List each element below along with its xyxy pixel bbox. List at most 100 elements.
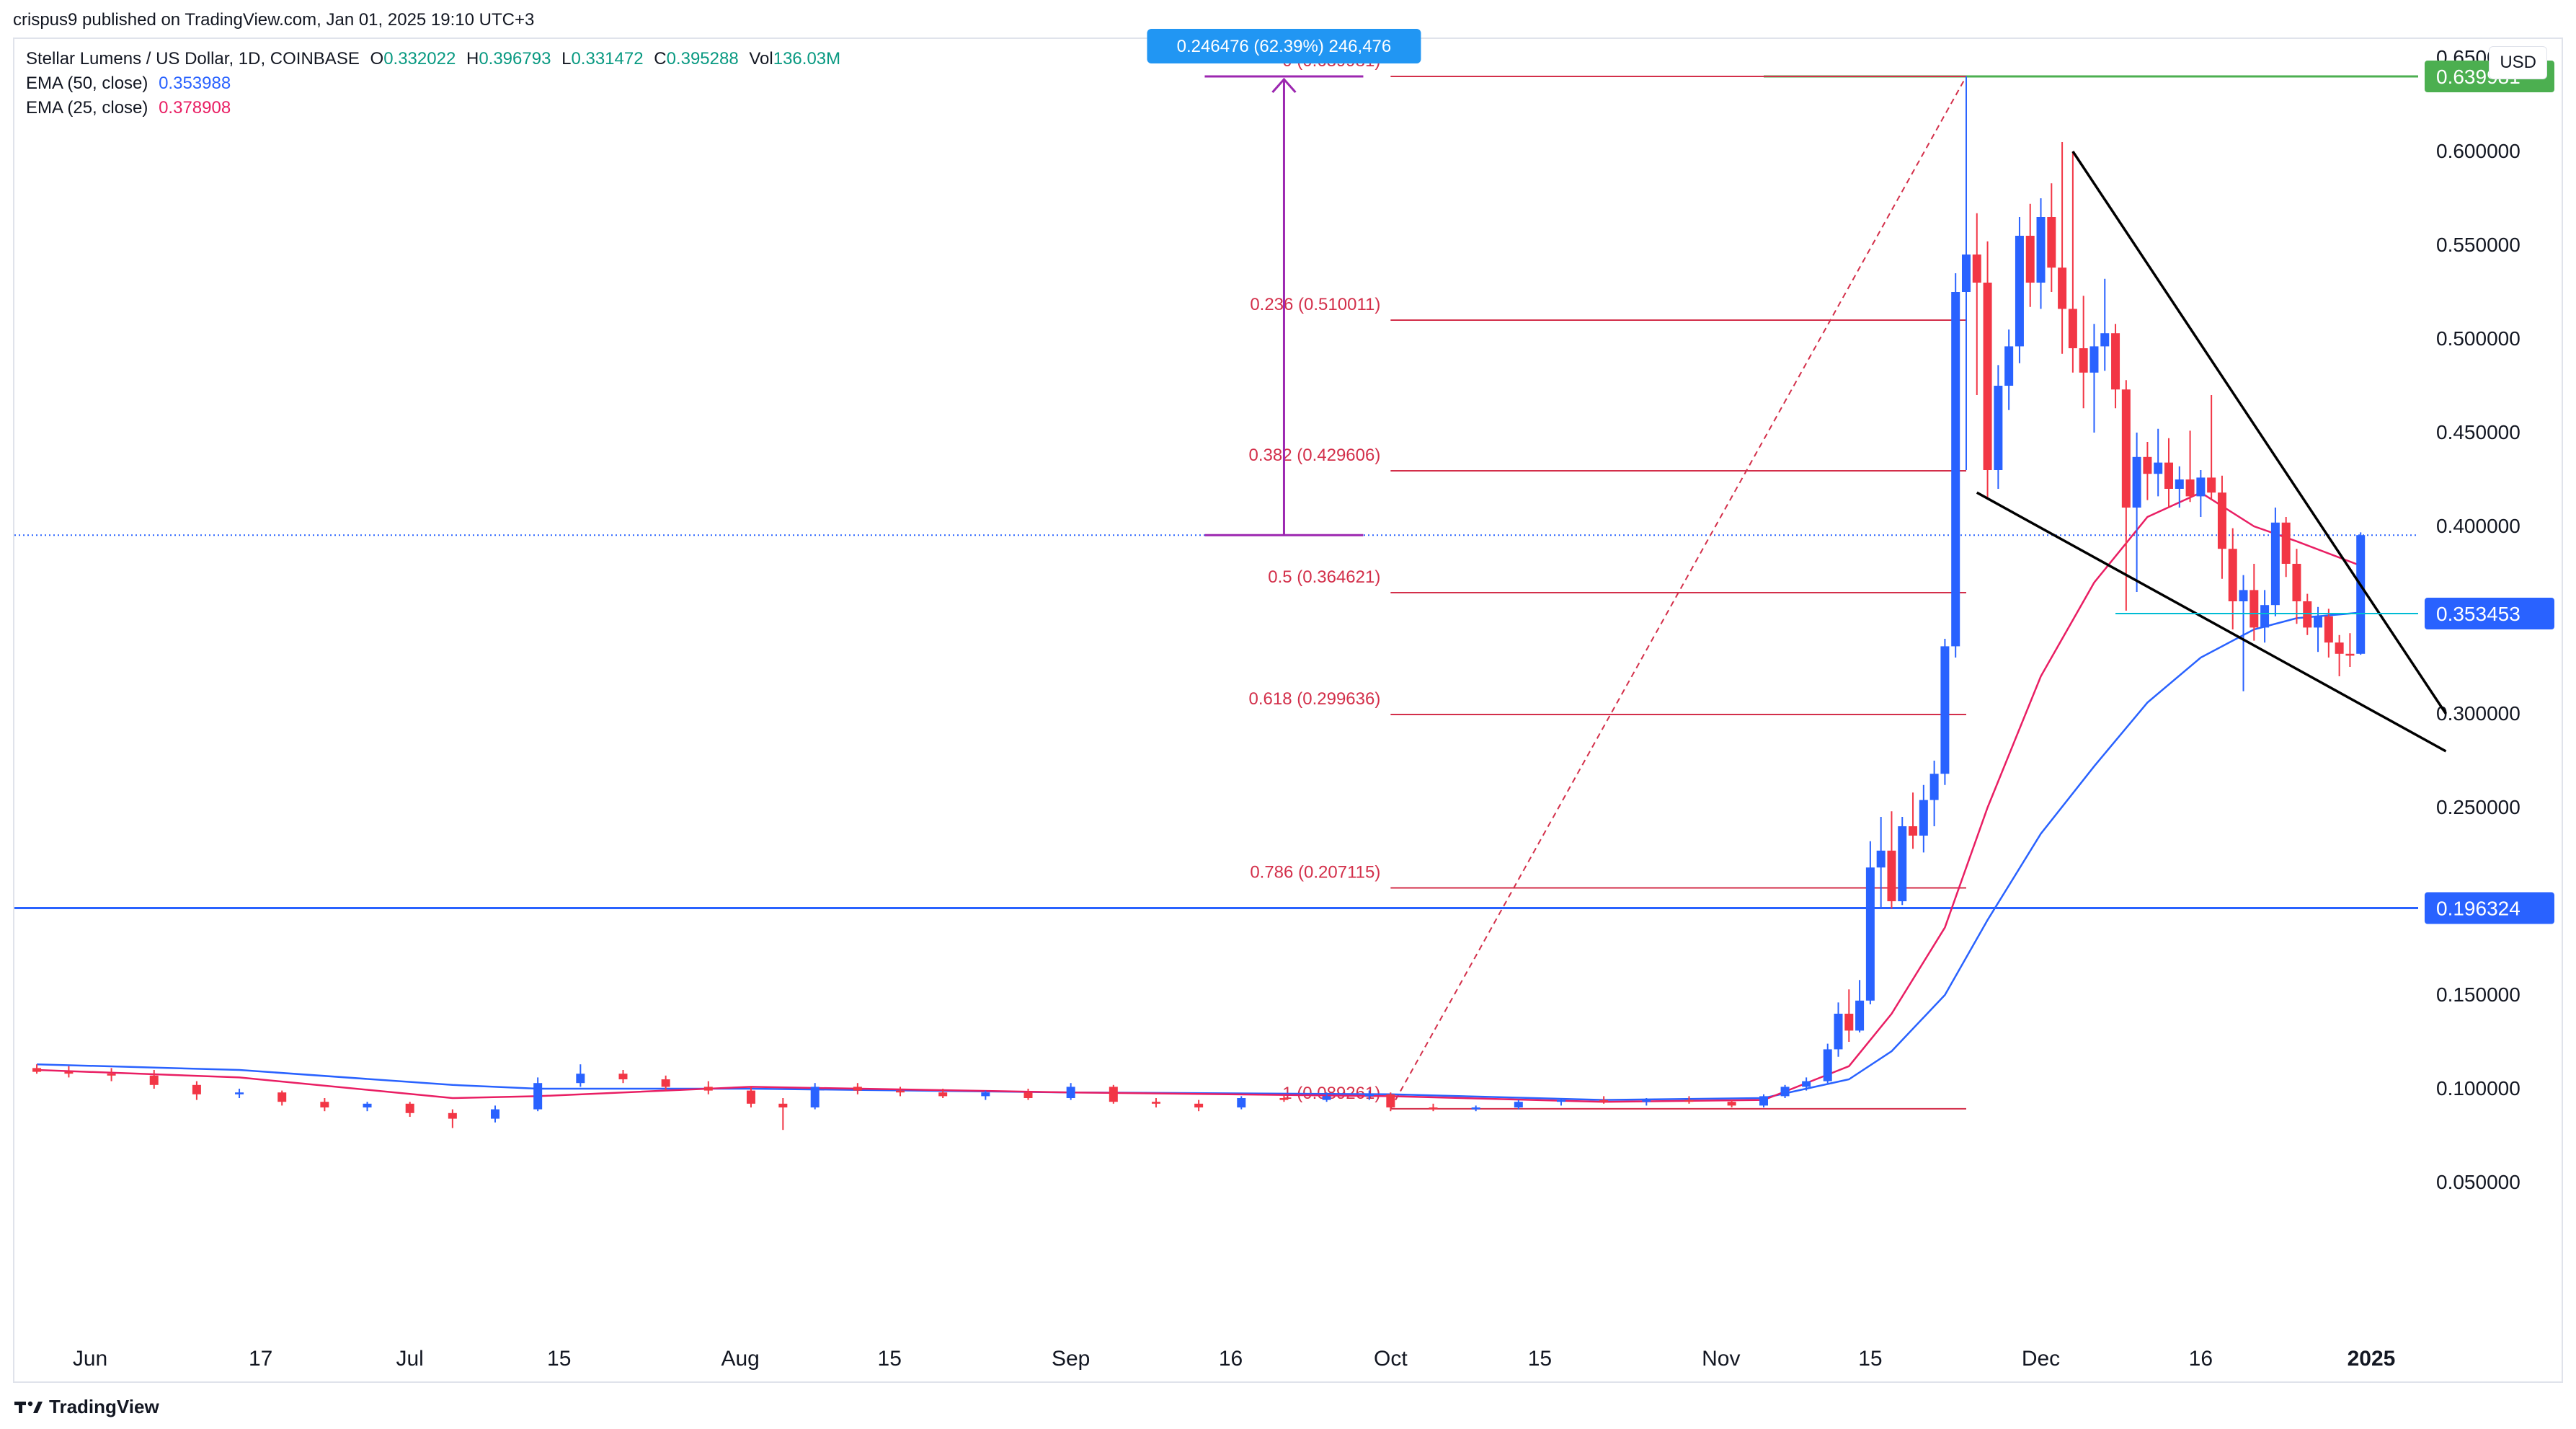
candle-body[interactable]	[2143, 456, 2152, 474]
candle-body[interactable]	[107, 1074, 116, 1076]
candle-body[interactable]	[2292, 564, 2301, 601]
candle-body[interactable]	[2089, 346, 2099, 373]
candle-body[interactable]	[2270, 522, 2280, 606]
candle-body[interactable]	[1237, 1098, 1246, 1107]
candle-body[interactable]	[1684, 1100, 1694, 1102]
candle-body[interactable]	[1940, 646, 1950, 774]
candle-body[interactable]	[2175, 479, 2184, 489]
candle-body[interactable]	[1759, 1096, 1768, 1106]
candle-body[interactable]	[2015, 236, 2024, 347]
candle-body[interactable]	[661, 1079, 670, 1087]
candle-body[interactable]	[2356, 535, 2366, 654]
candle-body[interactable]	[1556, 1100, 1565, 1102]
candle-body[interactable]	[810, 1087, 820, 1107]
fib-trendline[interactable]	[1390, 76, 1967, 1110]
candle-body[interactable]	[2185, 479, 2195, 497]
candle-body[interactable]	[491, 1109, 500, 1119]
candle-body[interactable]	[2249, 590, 2259, 628]
candle-body[interactable]	[1876, 850, 1886, 868]
candle-body[interactable]	[1983, 283, 1992, 470]
candle-body[interactable]	[1802, 1081, 1811, 1087]
candle-body[interactable]	[1972, 255, 1981, 283]
candle-body[interactable]	[277, 1092, 287, 1102]
candle-body[interactable]	[2217, 492, 2226, 549]
candle-body[interactable]	[235, 1092, 244, 1094]
candle-body[interactable]	[2260, 605, 2270, 628]
candle-body[interactable]	[2132, 456, 2141, 508]
candle-body[interactable]	[853, 1087, 862, 1091]
candle-body[interactable]	[1364, 1094, 1374, 1097]
candle-body[interactable]	[1386, 1094, 1395, 1107]
candle-body[interactable]	[1194, 1103, 1204, 1107]
candle-body[interactable]	[1865, 867, 1875, 1001]
candle-body[interactable]	[778, 1103, 788, 1107]
symbol-legend[interactable]: Stellar Lumens / US Dollar, 1D, COINBASE…	[26, 49, 846, 69]
candle-body[interactable]	[2058, 267, 2067, 309]
indicator-ema25[interactable]: EMA (25, close) 0.378908	[26, 98, 236, 118]
candle-body[interactable]	[746, 1090, 755, 1104]
candle-body[interactable]	[1279, 1098, 1289, 1100]
candle-body[interactable]	[1514, 1102, 1523, 1107]
candle-body[interactable]	[2047, 217, 2056, 268]
candle-body[interactable]	[576, 1074, 585, 1084]
candle-body[interactable]	[1322, 1096, 1331, 1100]
candle-body[interactable]	[448, 1112, 457, 1119]
candle-body[interactable]	[405, 1103, 414, 1113]
candle-body[interactable]	[2239, 590, 2248, 601]
candle-body[interactable]	[1066, 1087, 1075, 1098]
candle-body[interactable]	[533, 1083, 543, 1110]
footer-brand[interactable]: TradingView	[14, 1396, 159, 1418]
candle-body[interactable]	[1909, 826, 1918, 836]
candle-body[interactable]	[2345, 653, 2355, 656]
candle-body[interactable]	[2121, 389, 2131, 508]
candle-body[interactable]	[1855, 1000, 1865, 1031]
candle-body[interactable]	[2079, 348, 2088, 373]
candle-body[interactable]	[2068, 309, 2077, 348]
candle-body[interactable]	[2100, 333, 2110, 347]
candle-body[interactable]	[2196, 477, 2206, 497]
candle-body[interactable]	[2281, 522, 2291, 564]
candle-body[interactable]	[2324, 616, 2333, 643]
candle-body[interactable]	[1471, 1107, 1480, 1110]
candle-body[interactable]	[149, 1075, 159, 1085]
candle-body[interactable]	[1898, 826, 1907, 901]
candle-body[interactable]	[32, 1068, 42, 1072]
candle-body[interactable]	[2335, 642, 2344, 654]
candle-body[interactable]	[64, 1071, 74, 1074]
candle-body[interactable]	[1823, 1049, 1832, 1081]
candle-body[interactable]	[2154, 462, 2163, 474]
candle-body[interactable]	[703, 1087, 713, 1091]
candle-body[interactable]	[1929, 774, 1939, 800]
candle-body[interactable]	[1780, 1087, 1790, 1097]
currency-button[interactable]: USD	[2489, 46, 2547, 79]
candle-body[interactable]	[2111, 333, 2120, 390]
candle-body[interactable]	[192, 1084, 201, 1094]
candle-body[interactable]	[2164, 462, 2173, 489]
candle-body[interactable]	[2303, 601, 2312, 628]
candle-body[interactable]	[320, 1102, 329, 1107]
candle-body[interactable]	[2036, 217, 2046, 283]
candle-body[interactable]	[1023, 1092, 1033, 1098]
candle-body[interactable]	[1994, 386, 2003, 470]
ema50-line[interactable]	[37, 611, 2361, 1101]
indicator-ema50[interactable]: EMA (50, close) 0.353988	[26, 74, 236, 94]
candle-body[interactable]	[618, 1074, 628, 1079]
candle-body[interactable]	[1642, 1100, 1651, 1102]
candle-body[interactable]	[2004, 346, 2014, 386]
candle-body[interactable]	[1961, 255, 1971, 292]
candle-body[interactable]	[1919, 800, 1928, 836]
wedge-lower-line[interactable]	[1976, 491, 2447, 753]
candle-body[interactable]	[1844, 1014, 1854, 1031]
candle-body[interactable]	[2207, 477, 2216, 493]
candle-body[interactable]	[2228, 549, 2237, 601]
candle-body[interactable]	[1834, 1014, 1843, 1050]
candle-body[interactable]	[1951, 292, 1960, 647]
candle-body[interactable]	[1109, 1087, 1118, 1102]
candle-body[interactable]	[1887, 850, 1896, 901]
candle-body[interactable]	[363, 1103, 372, 1107]
candle-body[interactable]	[2025, 236, 2035, 283]
ema25-line[interactable]	[37, 491, 2361, 1103]
candle-body[interactable]	[896, 1090, 905, 1093]
candle-body[interactable]	[1151, 1102, 1160, 1104]
